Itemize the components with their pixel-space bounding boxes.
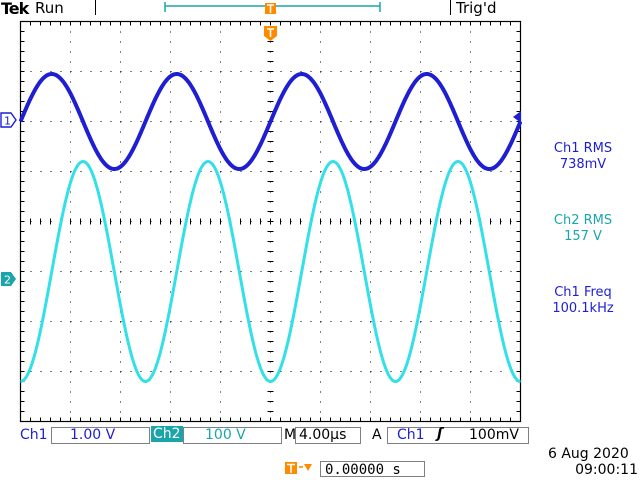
waveform-display[interactable] xyxy=(19,20,522,423)
ch1-waveform xyxy=(19,72,522,171)
graticule xyxy=(19,20,522,423)
rising-edge-icon: ʃ xyxy=(437,426,443,442)
trigger-position-icon[interactable] xyxy=(264,26,278,42)
ch1-marker-label: 1 xyxy=(4,115,11,128)
ch2-scale-box[interactable] xyxy=(183,427,282,444)
trigger-box[interactable] xyxy=(387,427,529,444)
divider xyxy=(95,0,96,15)
measurement-ch1-freq: Ch1 Freq 100.1kHz xyxy=(528,285,638,317)
timebase-value: 4.00µs xyxy=(299,427,347,443)
time-readout: 09:00:11 xyxy=(575,462,638,478)
ch2-waveform xyxy=(20,160,521,383)
ch2-scale: 100 V xyxy=(205,427,246,443)
waveform-traces xyxy=(19,72,522,383)
run-state: Run xyxy=(35,0,64,17)
trigger-level: 100mV xyxy=(469,427,519,443)
trigger-status: Trig'd xyxy=(456,0,497,17)
measurement-value: 157 V xyxy=(564,229,602,244)
measurement-ch1-rms: Ch1 RMS 738mV xyxy=(528,141,638,173)
ch2-ground-marker-icon[interactable]: 2 xyxy=(0,271,18,287)
trigger-level-icon[interactable] xyxy=(511,111,523,125)
trigger-position-readout-icon xyxy=(285,462,312,474)
divider xyxy=(450,0,451,15)
measurement-label: Ch1 RMS xyxy=(553,141,613,156)
timebase-label: M xyxy=(284,427,297,443)
ch1-scale: 1.00 V xyxy=(70,427,116,443)
date-readout: 6 Aug 2020 xyxy=(548,446,629,462)
record-trigger-marker-icon xyxy=(265,3,276,14)
ch1-ground-marker-icon[interactable]: 1 xyxy=(0,112,18,128)
measurement-label: Ch1 Freq xyxy=(554,285,612,300)
trigger-source: Ch1 xyxy=(397,427,425,443)
trigger-mode: A xyxy=(372,427,382,443)
ch1-scale-box[interactable] xyxy=(51,427,150,444)
ch1-label[interactable]: Ch1 xyxy=(20,427,48,443)
ch2-marker-label: 2 xyxy=(4,274,11,287)
trigger-position-field[interactable]: 0.00000 s xyxy=(320,461,425,478)
ch2-label[interactable]: Ch2 xyxy=(151,426,183,442)
measurement-ch2-rms: Ch2 RMS 157 V xyxy=(528,213,638,245)
measurement-label: Ch2 RMS xyxy=(553,213,613,228)
timebase-box[interactable] xyxy=(295,427,361,444)
status-header: Tek Run Trig'd xyxy=(0,0,640,18)
measurement-value: 100.1kHz xyxy=(552,301,614,316)
brand-logo: Tek xyxy=(1,0,29,18)
measurement-value: 738mV xyxy=(559,157,607,172)
